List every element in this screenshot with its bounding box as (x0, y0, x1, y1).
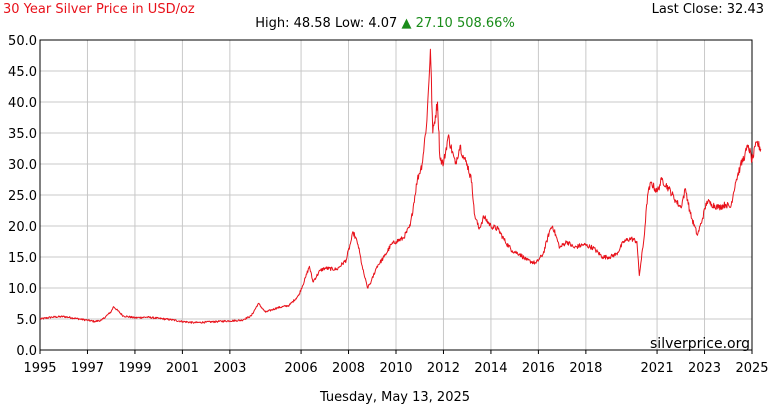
x-tick-label: 2003 (213, 361, 246, 376)
y-axis: 0.0 5.0 10.0 15.0 20.0 25.0 30.0 35.0 40.0 45.0 50… (8, 34, 37, 359)
last-close-label: Last Close: (651, 2, 723, 17)
y-tick-label: 45.0 (8, 65, 37, 80)
x-tick-label: 2001 (166, 361, 199, 376)
high-value: 48.58 (293, 16, 331, 31)
x-tick-label: 2012 (427, 361, 460, 376)
grid (39, 39, 753, 351)
series-line (39, 48, 762, 324)
low-value: 4.07 (368, 16, 398, 31)
x-tick-label: 2021 (641, 361, 674, 376)
x-tick-label: 2025 (735, 361, 768, 376)
x-tick-label: 2008 (332, 361, 365, 376)
up-arrow-icon: ▲ (401, 16, 412, 31)
y-tick-label: 5.0 (16, 313, 37, 328)
y-tick-label: 50.0 (8, 34, 37, 49)
date-label: Tuesday, May 13, 2025 (319, 390, 471, 405)
x-tick-label: 1995 (23, 361, 56, 376)
watermark: silverprice.org (650, 336, 750, 352)
x-tick-label: 1999 (118, 361, 151, 376)
x-tick-label: 2023 (688, 361, 721, 376)
x-axis: 1995 1997 1999 2001 2003 2006 2008 2010 2012 2014… (23, 350, 769, 376)
y-tick-label: 10.0 (8, 282, 37, 297)
y-tick-label: 0.0 (16, 344, 37, 359)
y-tick-label: 30.0 (8, 158, 37, 173)
y-tick-label: 25.0 (8, 189, 37, 204)
y-tick-label: 15.0 (8, 251, 37, 266)
y-tick-label: 40.0 (8, 96, 37, 111)
price-stats: High: 48.58 Low: 4.07 ▲ 27.10 508.66% (0, 16, 770, 31)
last-close-value: 32.43 (726, 2, 764, 17)
x-tick-label: 2010 (379, 361, 412, 376)
low-label: Low: (334, 16, 365, 31)
last-close: Last Close: 32.43 (652, 2, 764, 17)
x-tick-label: 2018 (569, 361, 602, 376)
x-tick-label: 2006 (285, 361, 318, 376)
high-label: High: (255, 16, 290, 31)
chart-title: 30 Year Silver Price in USD/oz (3, 2, 195, 17)
change-percent: 508.66% (456, 16, 515, 31)
y-tick-label: 35.0 (8, 127, 37, 142)
x-tick-label: 2016 (522, 361, 555, 376)
y-tick-label: 20.0 (8, 220, 37, 235)
x-tick-label: 1997 (71, 361, 104, 376)
x-tick-label: 2014 (474, 361, 507, 376)
change-value: 27.10 (415, 16, 453, 31)
